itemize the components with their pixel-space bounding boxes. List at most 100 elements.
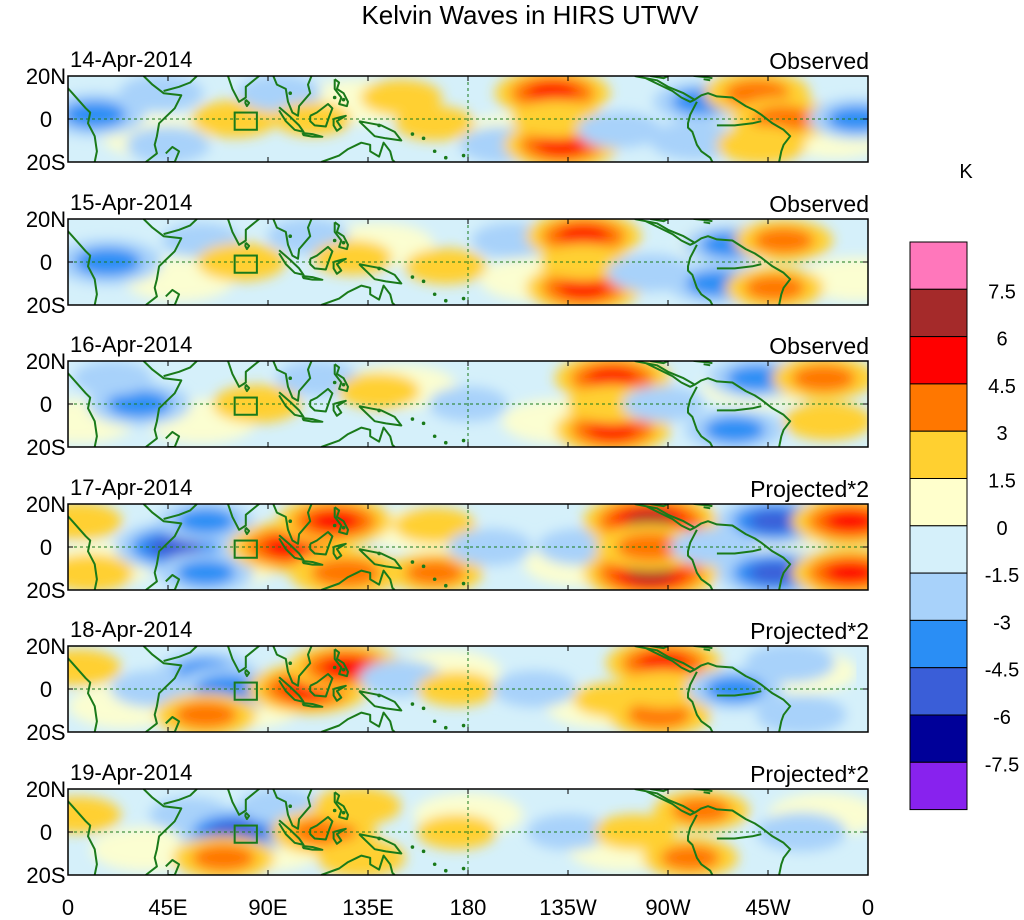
island	[410, 702, 415, 706]
coastline	[163, 504, 198, 520]
coastline	[301, 132, 324, 138]
colorbar-swatch	[909, 241, 968, 290]
anomaly-cell	[492, 670, 577, 708]
reference-box	[233, 539, 258, 559]
panel: 20N 0 20S 14-Apr-2014 Observed	[26, 47, 869, 175]
coastline	[278, 391, 305, 418]
coastlines	[68, 635, 792, 732]
island	[377, 836, 381, 841]
anomaly-cell	[107, 390, 171, 418]
island	[461, 153, 466, 158]
coastline	[301, 417, 324, 423]
island	[341, 240, 346, 245]
coastline	[272, 789, 313, 830]
reference-box	[233, 111, 258, 131]
coastline	[225, 789, 261, 816]
anomaly-cell	[393, 507, 476, 544]
coastline	[309, 531, 334, 556]
island	[410, 560, 415, 564]
anomaly-cell	[176, 508, 236, 534]
anomaly-cell	[360, 79, 443, 116]
panel-mode-label: Projected*2	[750, 761, 869, 787]
panel-date: 19-Apr-2014	[70, 760, 192, 785]
colorbar-swatch	[909, 667, 968, 716]
coastline	[336, 350, 338, 356]
island	[341, 810, 346, 815]
colorbar-swatch	[909, 525, 968, 574]
coastline	[244, 526, 251, 536]
panel-mode-label: Observed	[769, 333, 869, 359]
coastline	[332, 399, 347, 417]
coastline	[165, 288, 181, 305]
anomaly-cell	[660, 845, 720, 871]
coastline	[694, 377, 792, 447]
anomaly-cell	[557, 225, 610, 247]
coastline	[225, 504, 261, 531]
anomaly-cell	[577, 111, 662, 149]
panel: 20N 0 20S 19-Apr-2014 Projected*2	[26, 760, 869, 888]
island	[377, 551, 381, 556]
anomaly-cell	[68, 553, 134, 590]
anomaly-cell	[338, 373, 420, 410]
anomaly-cell	[309, 510, 361, 532]
colorbar-level-label: 6	[996, 329, 1007, 351]
coastline	[320, 569, 396, 590]
coastline	[716, 120, 762, 127]
island	[432, 862, 437, 867]
anomaly-cell	[405, 560, 465, 586]
anomaly-cell	[783, 401, 868, 441]
island	[461, 866, 466, 871]
coastline	[336, 778, 338, 784]
anomaly-cell	[192, 844, 255, 872]
coastline	[68, 229, 98, 305]
coastlines	[68, 493, 792, 590]
coastline	[634, 219, 696, 246]
anomaly-field	[68, 361, 868, 447]
coastline	[320, 426, 396, 447]
coastline	[716, 548, 762, 555]
panel: 20N 0 20S 15-Apr-2014 Observed	[26, 190, 869, 318]
coastline	[694, 805, 792, 875]
colorbar-swatch	[909, 572, 968, 621]
coastline	[336, 635, 338, 641]
coastline	[694, 92, 792, 162]
coastline	[336, 493, 338, 499]
coastline	[687, 386, 714, 447]
coastline	[309, 387, 334, 413]
coastline	[703, 363, 711, 367]
anomaly-cell	[753, 227, 814, 254]
coastline	[703, 506, 711, 510]
colorbar-swatch	[909, 430, 968, 480]
y-tick-label: 20S	[26, 293, 65, 318]
panel-date: 16-Apr-2014	[70, 332, 192, 357]
coastline	[634, 76, 696, 103]
reference-box	[233, 396, 258, 416]
anomaly-field	[68, 76, 868, 162]
island	[341, 97, 346, 102]
coastline	[142, 219, 183, 305]
coastline	[358, 405, 403, 427]
y-tick-label: 20N	[26, 492, 66, 517]
colorbar-swatch	[909, 288, 968, 338]
coastline	[634, 361, 696, 388]
coastline	[309, 103, 334, 128]
colorbar-units: K	[959, 161, 973, 183]
island	[461, 438, 466, 443]
island	[421, 706, 426, 711]
anomaly-cell	[316, 838, 406, 875]
anomaly-cell	[586, 419, 639, 441]
anomaly-cell	[671, 797, 731, 824]
coastline	[163, 361, 198, 378]
y-tick-label: 20S	[26, 435, 65, 460]
reference-box	[233, 681, 258, 701]
coastline	[332, 257, 347, 275]
y-tick-label: 20S	[26, 863, 65, 888]
coastline	[358, 120, 403, 142]
coastlines	[68, 76, 792, 162]
anomaly-cell	[148, 535, 202, 559]
island	[410, 132, 415, 136]
coastline	[694, 520, 792, 590]
island	[432, 719, 437, 724]
